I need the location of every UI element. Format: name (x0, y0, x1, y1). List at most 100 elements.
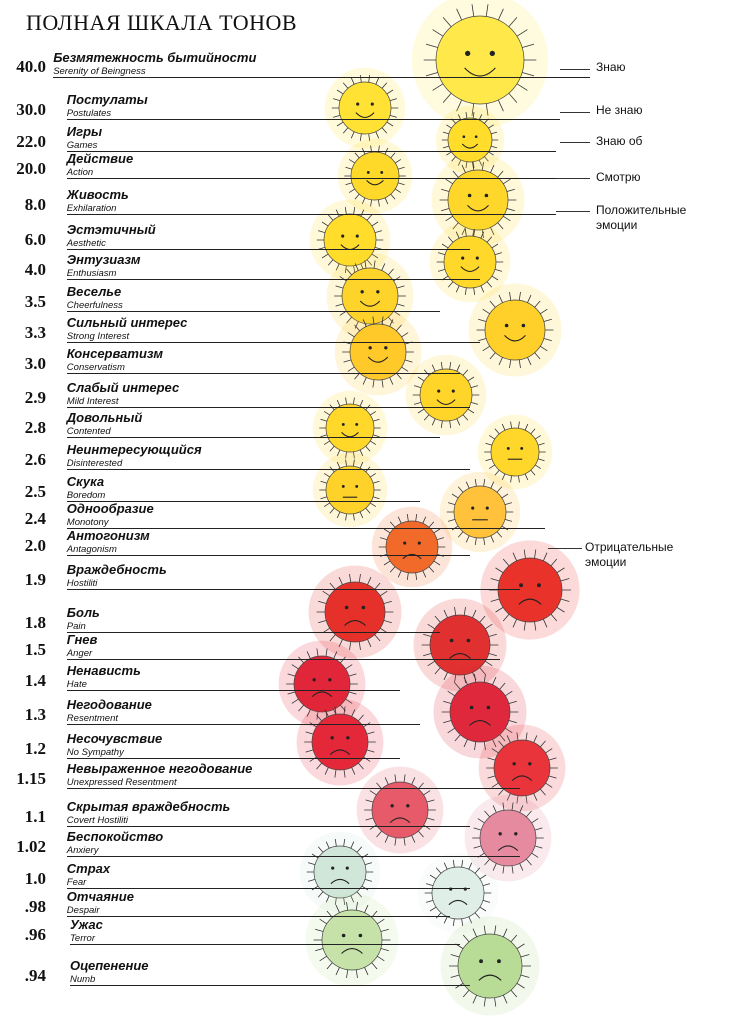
tone-name-ru: Гнев (66, 632, 98, 647)
tone-value: 6.0 (24, 230, 46, 249)
tone-name-en: No Sympathy (66, 747, 124, 758)
tone-face-icon (308, 565, 402, 659)
tone-name-ru: Неинтересующийся (66, 442, 202, 457)
tone-name-en: Strong Interest (66, 331, 130, 342)
tone-name-ru: Скука (66, 474, 105, 489)
tone-row: 4.0 Энтузиазм Enthusiasm (0, 252, 756, 282)
tone-value: 3.5 (24, 292, 46, 311)
tone-value: 22.0 (16, 132, 46, 151)
side-label-look: Смотрю (596, 170, 641, 184)
tone-name-ru: Эстэтичный (66, 222, 156, 237)
tone-face-icon (299, 831, 381, 913)
tone-name-en: Mild Interest (66, 396, 119, 407)
tone-face-icon (296, 698, 384, 786)
tone-leader-line (66, 916, 450, 917)
tone-leader-line (66, 690, 400, 691)
tone-value: 8.0 (24, 195, 46, 214)
tone-leader-line (66, 437, 440, 438)
side-label-positive-emotions: эмоции (596, 218, 638, 232)
tone-value: 1.5 (24, 640, 46, 659)
tone-name-en: Monotony (66, 517, 109, 528)
tone-row: 20.0 Действие Action (0, 151, 756, 181)
tone-row: 6.0 Эстэтичный Aesthetic (0, 222, 756, 252)
tone-name-ru: Отчаяние (66, 889, 134, 904)
side-line (560, 69, 590, 70)
tone-leader-line (66, 589, 520, 590)
tone-value: 1.15 (16, 769, 46, 788)
tone-name-ru: Довольный (66, 410, 143, 425)
tone-name-en: Despair (66, 905, 100, 916)
tone-leader-line (66, 119, 560, 120)
tone-name-en: Numb (70, 974, 96, 985)
tone-leader-line (70, 944, 460, 945)
tone-name-ru: Ужас (70, 917, 103, 932)
tone-face-icon (337, 138, 413, 214)
tone-face-icon (417, 852, 499, 934)
tone-value: 1.9 (24, 570, 46, 589)
tone-leader-line (66, 659, 500, 660)
side-line (556, 178, 590, 179)
tone-name-ru: Живость (66, 187, 129, 202)
tone-name-ru: Беспокойство (66, 829, 164, 844)
tone-row: 1.4 Ненависть Hate (0, 663, 756, 693)
tone-value: 1.8 (24, 613, 46, 632)
tone-name-en: Anger (66, 648, 93, 659)
tone-value: 2.4 (24, 509, 46, 528)
side-line (556, 211, 590, 212)
tone-leader-line (66, 501, 420, 502)
tone-name-en: Aesthetic (66, 238, 106, 249)
tone-name-ru: Несочувствие (66, 731, 163, 746)
tone-value: 1.4 (24, 671, 46, 690)
tone-leader-line (66, 888, 470, 889)
tone-row: 1.9 Враждебность Hostiliti (0, 562, 756, 592)
tone-leader-line (66, 528, 545, 529)
tone-value: .94 (24, 966, 46, 985)
tone-row: 1.2 Несочувствие No Sympathy (0, 731, 756, 761)
side-line (548, 548, 582, 549)
tone-value: 2.6 (24, 450, 46, 469)
tone-name-ru: Враждебность (66, 562, 167, 577)
tone-name-en: Contented (66, 426, 111, 437)
tone-face-icon (312, 452, 388, 528)
tone-leader-line (66, 856, 520, 857)
tone-value: 2.5 (24, 482, 46, 501)
tone-leader-line (66, 788, 520, 789)
tone-row: 3.3 Сильный интерес Strong Interest (0, 315, 756, 345)
tone-leader-line (66, 279, 480, 280)
tone-face-icon (480, 540, 580, 640)
tone-value: 4.0 (24, 260, 46, 279)
tone-face-icon (464, 794, 552, 882)
tone-row: 3.0 Консерватизм Conservatism (0, 346, 756, 376)
tone-row: 1.5 Гнев Anger (0, 632, 756, 662)
tone-name-ru: Постулаты (66, 92, 148, 107)
tone-face-icon (413, 598, 507, 692)
tone-name-en: Antagonism (66, 544, 117, 555)
tone-name-ru: Страх (66, 861, 111, 876)
tone-row: 1.1 Скрытая враждебность Covert Hostiliti (0, 799, 756, 829)
tone-row: .96 Ужас Terror (0, 917, 756, 947)
tone-face-icon (468, 283, 562, 377)
tone-name-ru: Оцепенение (70, 958, 149, 973)
tone-leader-line (66, 826, 470, 827)
tone-name-ru: Негодование (66, 697, 152, 712)
tone-name-en: Terror (70, 933, 95, 944)
tone-row: 2.5 Скука Boredom (0, 474, 756, 504)
tone-row: 1.3 Негодование Resentment (0, 697, 756, 727)
tone-value: 1.0 (24, 869, 46, 888)
tone-name-en: Covert Hostiliti (66, 815, 129, 826)
tone-row: 2.6 Неинтересующийся Disinterested (0, 442, 756, 472)
tone-face-icon (371, 506, 453, 588)
side-label-dont-know: Не знаю (596, 103, 643, 117)
tone-leader-line (66, 469, 470, 470)
tone-name-ru: Игры (66, 124, 103, 139)
side-label-know-about: Знаю об (596, 134, 643, 148)
tone-value: 1.3 (24, 705, 46, 724)
tone-value: 2.0 (24, 536, 46, 555)
tone-name-en: Anxiery (66, 845, 99, 856)
tone-face-icon (405, 354, 487, 436)
tone-value: 2.9 (24, 388, 46, 407)
tone-value: 1.02 (16, 837, 46, 856)
tone-leader-line (66, 151, 556, 152)
tone-name-ru: Энтузиазм (66, 252, 141, 267)
